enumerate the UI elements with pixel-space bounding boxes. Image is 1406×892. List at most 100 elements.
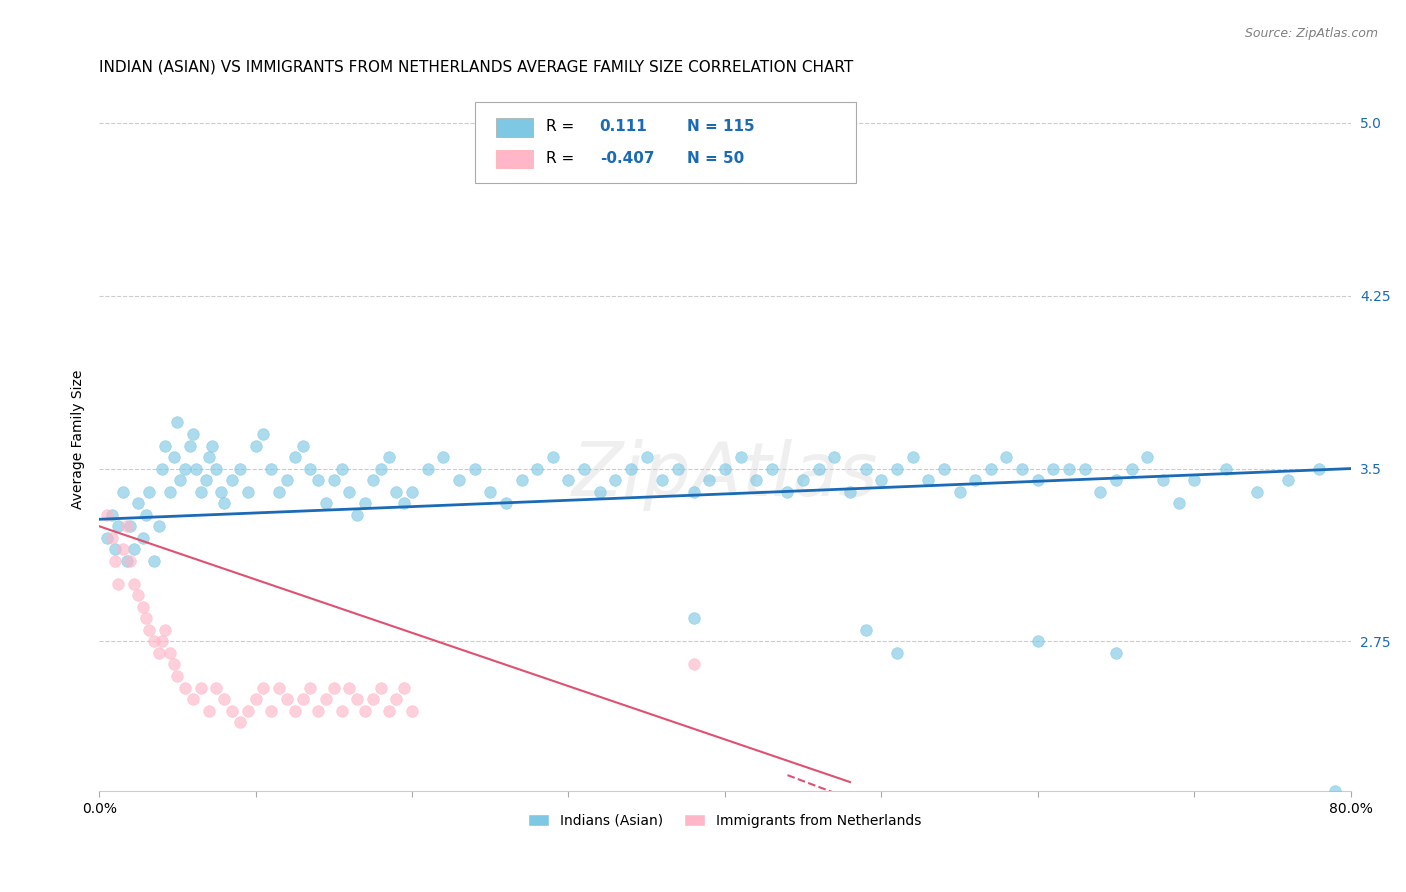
Point bbox=[697, 473, 720, 487]
Point bbox=[1026, 634, 1049, 648]
Point bbox=[1182, 473, 1205, 487]
Point bbox=[339, 484, 361, 499]
Point bbox=[299, 461, 322, 475]
Point bbox=[620, 461, 643, 475]
Point bbox=[526, 461, 548, 475]
Point bbox=[100, 531, 122, 545]
Point bbox=[153, 438, 176, 452]
Point bbox=[714, 461, 737, 475]
Point bbox=[1121, 461, 1143, 475]
Point bbox=[291, 692, 314, 706]
Point bbox=[823, 450, 845, 464]
Point bbox=[572, 461, 595, 475]
Point bbox=[148, 519, 170, 533]
Point bbox=[339, 681, 361, 695]
Text: N = 50: N = 50 bbox=[688, 151, 745, 166]
Text: R =: R = bbox=[546, 120, 579, 135]
Point bbox=[682, 484, 704, 499]
Point bbox=[214, 496, 236, 510]
Point bbox=[104, 542, 127, 557]
Point bbox=[299, 681, 322, 695]
Point bbox=[557, 473, 579, 487]
Point bbox=[197, 450, 219, 464]
Point bbox=[142, 634, 165, 648]
Point bbox=[1167, 496, 1189, 510]
Point bbox=[315, 692, 337, 706]
Point bbox=[901, 450, 924, 464]
Point bbox=[120, 554, 142, 568]
Point bbox=[96, 531, 118, 545]
Point bbox=[184, 461, 207, 475]
Point bbox=[122, 542, 145, 557]
Point bbox=[377, 704, 399, 718]
Point bbox=[510, 473, 533, 487]
Point bbox=[194, 473, 217, 487]
Point bbox=[138, 484, 160, 499]
Point bbox=[276, 692, 298, 706]
Point bbox=[886, 646, 908, 660]
Point bbox=[96, 508, 118, 522]
Point bbox=[1042, 461, 1064, 475]
Point bbox=[190, 484, 212, 499]
Point bbox=[370, 461, 392, 475]
Point bbox=[761, 461, 783, 475]
Point bbox=[1308, 461, 1330, 475]
Point bbox=[127, 588, 149, 602]
Point bbox=[651, 473, 673, 487]
Point bbox=[605, 473, 627, 487]
Point bbox=[111, 542, 134, 557]
Point bbox=[127, 496, 149, 510]
Point bbox=[541, 450, 564, 464]
Point bbox=[479, 484, 502, 499]
Point bbox=[682, 611, 704, 625]
Point bbox=[315, 496, 337, 510]
Point bbox=[307, 704, 329, 718]
Point bbox=[148, 646, 170, 660]
Point bbox=[122, 577, 145, 591]
Text: R =: R = bbox=[546, 151, 579, 166]
Point bbox=[166, 416, 188, 430]
Point bbox=[174, 461, 197, 475]
Point bbox=[948, 484, 970, 499]
Point bbox=[291, 438, 314, 452]
Point bbox=[370, 681, 392, 695]
Point bbox=[100, 508, 122, 522]
Point bbox=[1105, 646, 1128, 660]
Point bbox=[159, 646, 181, 660]
Point bbox=[432, 450, 454, 464]
Point bbox=[260, 461, 283, 475]
Point bbox=[132, 531, 155, 545]
Point bbox=[181, 427, 204, 442]
Point bbox=[776, 484, 799, 499]
Point bbox=[190, 681, 212, 695]
Point bbox=[361, 473, 384, 487]
Point bbox=[995, 450, 1018, 464]
Point bbox=[153, 623, 176, 637]
Point bbox=[245, 438, 267, 452]
Point bbox=[1324, 784, 1347, 798]
Point bbox=[932, 461, 955, 475]
Point bbox=[252, 681, 274, 695]
Point bbox=[346, 692, 368, 706]
Point bbox=[163, 657, 186, 672]
Point bbox=[214, 692, 236, 706]
Legend: Indians (Asian), Immigrants from Netherlands: Indians (Asian), Immigrants from Netherl… bbox=[523, 808, 927, 833]
Text: -0.407: -0.407 bbox=[600, 151, 654, 166]
Point bbox=[252, 427, 274, 442]
Point bbox=[284, 450, 307, 464]
Point bbox=[385, 484, 408, 499]
Point bbox=[965, 473, 987, 487]
Point bbox=[267, 681, 290, 695]
Text: 0.111: 0.111 bbox=[600, 120, 648, 135]
Point bbox=[135, 611, 157, 625]
Point bbox=[229, 461, 252, 475]
Point bbox=[197, 704, 219, 718]
Point bbox=[1026, 473, 1049, 487]
Point bbox=[330, 704, 353, 718]
Point bbox=[150, 461, 173, 475]
Point bbox=[1136, 450, 1159, 464]
Point bbox=[1090, 484, 1112, 499]
Point bbox=[132, 599, 155, 614]
Point bbox=[354, 704, 377, 718]
Point bbox=[1105, 473, 1128, 487]
